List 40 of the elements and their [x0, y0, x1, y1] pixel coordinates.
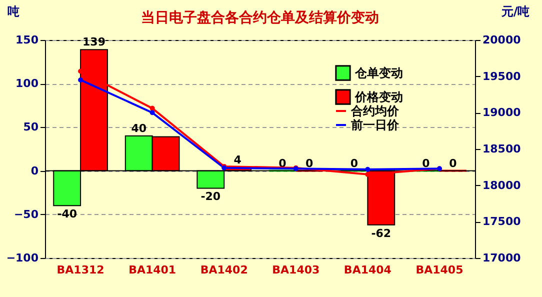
data-label: 0 [449, 156, 458, 170]
y-axis-title: 吨 [8, 4, 20, 18]
y2-tick-label: 18500 [482, 142, 522, 156]
y-tick-label: −50 [14, 208, 39, 221]
legend-label: 仓单变动 [354, 66, 403, 80]
x-tick-label: BA1404 [344, 264, 392, 276]
data-label: 0 [422, 156, 430, 170]
y2-tick-label: 17000 [482, 252, 522, 264]
legend-label: 前一日价 [350, 118, 400, 132]
data-label: 0 [278, 156, 287, 170]
data-label: 4 [234, 153, 242, 166]
y-tick-label: 150 [16, 34, 39, 46]
data-label: 0 [306, 156, 314, 170]
x-tick-label: BA1402 [200, 264, 248, 276]
y-tick-label: −100 [6, 252, 39, 264]
data-label: 40 [131, 122, 147, 135]
point [78, 77, 84, 82]
x-tick-label: BA1401 [128, 264, 176, 276]
x-tick-label: BA1403 [272, 264, 320, 276]
legend-label: 价格变动 [354, 90, 403, 104]
y2-tick-label: 20000 [482, 34, 522, 46]
y-tick-label: 50 [23, 120, 39, 134]
data-label: -20 [200, 190, 221, 204]
y2-tick-label: 18000 [482, 178, 522, 192]
y2-tick-label: 19000 [482, 106, 522, 120]
y2-axis-title: 元/吨 [500, 4, 530, 18]
point [150, 106, 155, 111]
y-tick-label: 0 [30, 164, 39, 178]
chart-title: 当日电子盘合各合约仓单及结算价变动 [141, 9, 379, 26]
y2-tick-label: 19500 [482, 70, 522, 83]
y2-tick-label: 17500 [482, 215, 522, 228]
data-label: 0 [350, 156, 358, 170]
y-tick-label: 100 [16, 77, 39, 90]
x-tick-label: BA1312 [56, 264, 104, 276]
x-tick-label: BA1405 [416, 264, 464, 276]
legend-label: 合约均价 [350, 104, 400, 118]
point [365, 166, 370, 172]
data-label: -40 [57, 208, 78, 221]
point [150, 110, 155, 116]
data-label: -62 [371, 226, 392, 240]
